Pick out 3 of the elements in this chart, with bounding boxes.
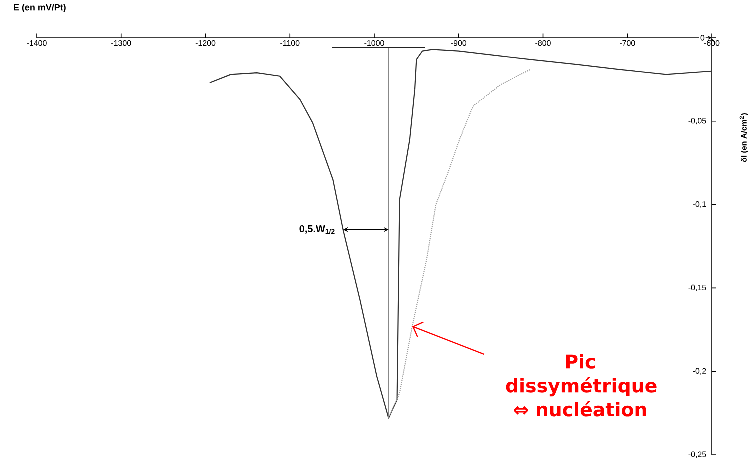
x-axis-title: E (en mV/Pt) — [14, 4, 66, 12]
annotation: Pic dissymétrique ⇔ nucléation — [506, 354, 657, 417]
annotation: 0,5.W$_{1/2}$ — [300, 225, 335, 234]
